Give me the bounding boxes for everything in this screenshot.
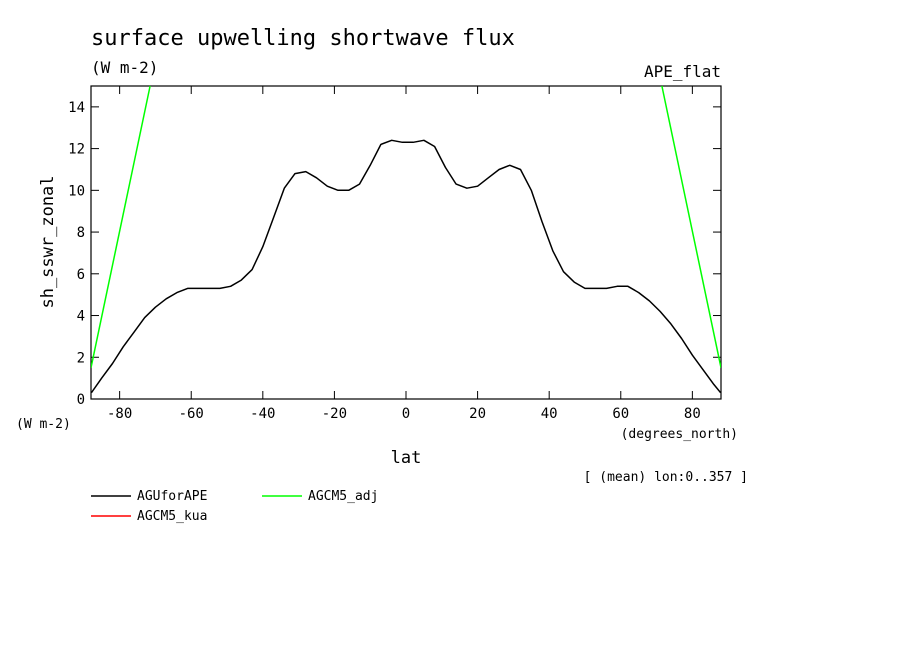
chart-title: surface upwelling shortwave flux <box>91 26 515 51</box>
y-tick-label: 8 <box>77 225 85 241</box>
y-tick-label: 4 <box>77 309 85 325</box>
x-axis-label: lat <box>391 448 422 468</box>
x-axis-ticks: -80 -60 -40 -20 0 20 40 60 80 <box>107 86 701 422</box>
x-tick-label: 60 <box>612 406 629 422</box>
series-line-agcm5-adj <box>661 85 721 368</box>
x-tick-label: 20 <box>469 406 486 422</box>
averaging-note: [ (mean) lon:0..357 ] <box>584 470 748 485</box>
y-tick-label: 10 <box>68 183 85 199</box>
plot-frame <box>90 85 722 400</box>
x-tick-label: 40 <box>541 406 558 422</box>
x-tick-label: 0 <box>402 406 410 422</box>
legend-item-agcm5-adj: AGCM5_adj <box>262 489 378 504</box>
legend-item-aguforape: AGUforAPE <box>91 489 207 504</box>
legend-label-agcm5-kua: AGCM5_kua <box>137 509 207 524</box>
experiment-label: APE_flat <box>644 62 721 81</box>
x-tick-label: -20 <box>322 406 347 422</box>
y-axis-label: sh_sswr_zonal <box>38 175 58 308</box>
series-line-agcm5-adj <box>91 85 151 368</box>
x-tick-label: -60 <box>179 406 204 422</box>
legend-label-aguforape: AGUforAPE <box>137 489 207 504</box>
chart-units: (W m-2) <box>91 58 158 77</box>
x-axis-units: (degrees_north) <box>621 427 738 442</box>
legend-label-agcm5-adj: AGCM5_adj <box>308 489 378 504</box>
y-axis-ticks: 0 2 4 6 8 10 12 14 <box>68 100 721 408</box>
legend-item-agcm5-kua: AGCM5_kua <box>91 509 207 524</box>
y-tick-label: 0 <box>77 392 85 408</box>
x-tick-label: -80 <box>107 406 132 422</box>
y-tick-label: 14 <box>68 100 85 116</box>
y-tick-label: 2 <box>77 350 85 366</box>
x-tick-label: 80 <box>684 406 701 422</box>
series-line-aguforape <box>91 139 721 394</box>
series-layer <box>91 85 721 394</box>
legend: AGUforAPE AGCM5_adj AGCM5_kua <box>91 489 378 524</box>
y-tick-label: 12 <box>68 142 85 158</box>
y-tick-label: 6 <box>77 267 85 283</box>
x-tick-label: -40 <box>250 406 275 422</box>
y-axis-units: (W m-2) <box>16 417 71 432</box>
